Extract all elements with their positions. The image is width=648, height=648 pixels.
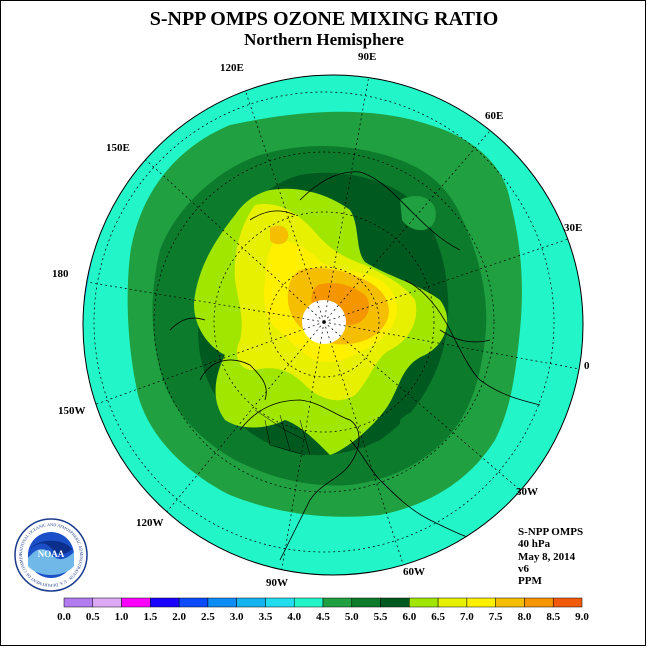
lon-label-30w: 30W bbox=[516, 486, 538, 498]
colorbar-tick-label: 3.0 bbox=[230, 611, 244, 623]
lon-label-0: 0 bbox=[584, 360, 590, 372]
colorbar-swatch bbox=[178, 597, 209, 608]
colorbar-swatch bbox=[351, 597, 381, 608]
lon-label-60w: 60W bbox=[403, 566, 425, 578]
info-version: v6 bbox=[518, 562, 529, 575]
info-level: 40 hPa bbox=[518, 538, 551, 551]
colorbar-tick-label: 7.0 bbox=[460, 611, 474, 623]
colorbar-tick-label: 0.0 bbox=[57, 611, 71, 623]
colorbar-swatch bbox=[236, 597, 266, 608]
colorbar-tick-label: 8.0 bbox=[518, 611, 532, 623]
colorbar-swatch bbox=[322, 597, 353, 608]
meridians bbox=[83, 75, 583, 575]
info-block: S-NPP OMPS 40 hPa May 8, 2014 v6 PPM bbox=[518, 526, 583, 587]
colorbar-tick-label: 6.5 bbox=[431, 611, 445, 623]
colorbar-swatch bbox=[437, 597, 468, 608]
noaa-logo-text: NOAA bbox=[38, 549, 65, 559]
colorbar-tick-label: 2.5 bbox=[201, 611, 215, 623]
colorbar: 0.0 0.5 1.0 1.5 2.0 2.5 3.0 3.5 4.0 4.5 5.0 5.5 6.0 6… bbox=[57, 597, 589, 623]
info-units: PPM bbox=[518, 575, 542, 588]
ozone-patch-4.0-4.5 bbox=[400, 196, 436, 231]
figure-title: S-NPP OMPS OZONE MIXING RATIO bbox=[149, 8, 499, 30]
colorbar-swatch bbox=[552, 597, 583, 608]
lon-label-150w: 150W bbox=[58, 405, 86, 417]
colorbar-swatch bbox=[92, 597, 122, 608]
colorbar-swatch bbox=[380, 597, 410, 608]
colorbar-tick-label: 2.0 bbox=[172, 611, 186, 623]
colorbar-tick-label: 5.5 bbox=[374, 611, 388, 623]
colorbar-swatch bbox=[293, 597, 324, 608]
lon-label-120w: 120W bbox=[136, 517, 164, 529]
colorbar-swatch bbox=[524, 597, 554, 608]
colorbar-tick-label: 4.0 bbox=[287, 611, 301, 623]
latitude-circles bbox=[93, 91, 555, 553]
lon-label-60e: 60E bbox=[485, 110, 504, 122]
lon-label-30e: 30E bbox=[564, 222, 583, 234]
colorbar-tick-label: 0.5 bbox=[86, 611, 100, 623]
colorbar-swatch bbox=[121, 597, 151, 608]
colorbar-tick-label: 4.5 bbox=[316, 611, 330, 623]
colorbar-tick-label: 3.5 bbox=[259, 611, 273, 623]
colorbar-tick-label: 8.5 bbox=[546, 611, 560, 623]
colorbar-tick-label: 1.0 bbox=[115, 611, 129, 623]
colorbar-tick-label: 9.0 bbox=[575, 611, 589, 623]
lon-label-150e: 150E bbox=[106, 142, 130, 154]
colorbar-swatch bbox=[466, 597, 496, 608]
coastlines bbox=[169, 171, 541, 561]
colorbar-swatch bbox=[409, 597, 439, 608]
colorbar-tick-label: 6.0 bbox=[402, 611, 416, 623]
lon-label-90w: 90W bbox=[266, 577, 288, 589]
lon-label-120e: 120E bbox=[220, 62, 244, 74]
colorbar-swatch bbox=[63, 597, 94, 608]
lon-label-90e: 90E bbox=[358, 51, 377, 63]
ozone-patch-7.0-7.5 bbox=[270, 225, 289, 245]
globe-outline bbox=[82, 74, 584, 576]
colorbar-swatch bbox=[207, 597, 237, 608]
us-state-borders bbox=[254, 409, 311, 456]
figure-subtitle: Northern Hemisphere bbox=[244, 30, 404, 49]
colorbar-tick-label: 1.5 bbox=[143, 611, 157, 623]
colorbar-tick-label: 5.0 bbox=[345, 611, 359, 623]
ozone-patch-5.0-5.5 bbox=[400, 411, 433, 444]
info-instrument: S-NPP OMPS bbox=[518, 526, 584, 538]
colorbar-tick-label: 7.5 bbox=[489, 611, 503, 623]
info-date: May 8, 2014 bbox=[518, 550, 576, 563]
lon-label-180: 180 bbox=[52, 268, 69, 280]
colorbar-swatch bbox=[265, 597, 295, 608]
colorbar-swatch bbox=[150, 597, 180, 608]
noaa-logo: NOAA NATIONAL OCEANIC AND ATMOSPHERIC AD… bbox=[14, 518, 88, 592]
colorbar-swatch bbox=[495, 597, 525, 608]
